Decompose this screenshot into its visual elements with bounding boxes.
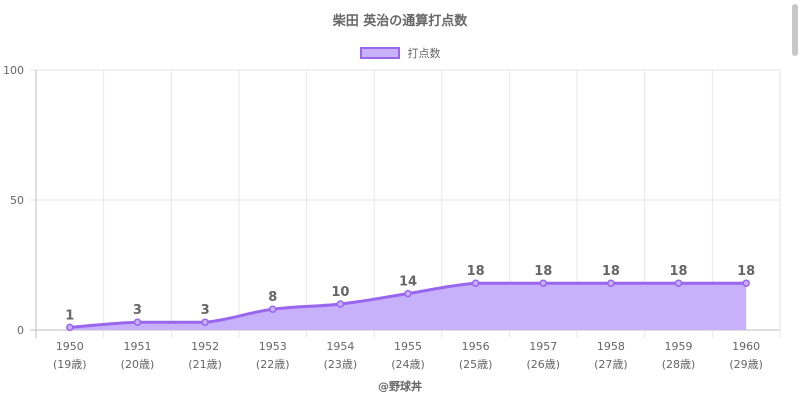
x-tick-label: 1958 bbox=[597, 340, 625, 353]
credit-label: @野球丼 bbox=[378, 380, 422, 393]
x-tick-label: 1959 bbox=[665, 340, 693, 353]
data-label: 1 bbox=[65, 308, 74, 323]
x-tick-label: 1954 bbox=[326, 340, 354, 353]
data-point bbox=[539, 279, 548, 287]
data-label: 3 bbox=[133, 303, 142, 318]
series-area bbox=[69, 283, 747, 330]
data-label: 18 bbox=[737, 264, 755, 279]
x-tick-sublabel: (26歳) bbox=[526, 358, 560, 371]
data-label: 10 bbox=[331, 285, 349, 300]
x-tick-sublabel: (27歳) bbox=[594, 358, 628, 371]
x-tick-label: 1952 bbox=[191, 340, 219, 353]
data-point bbox=[607, 279, 615, 287]
data-point bbox=[201, 318, 209, 326]
x-tick-label: 1951 bbox=[123, 340, 151, 353]
data-label: 3 bbox=[201, 303, 210, 318]
x-tick-label: 1953 bbox=[259, 340, 287, 353]
x-tick-sublabel: (25歳) bbox=[459, 358, 493, 371]
x-tick-sublabel: (28歳) bbox=[662, 358, 696, 371]
chart-title: 柴田 英治の通算打点数 bbox=[332, 14, 468, 29]
x-tick-sublabel: (23歳) bbox=[324, 358, 358, 371]
y-tick-label: 100 bbox=[3, 64, 24, 77]
data-point bbox=[336, 300, 345, 308]
data-point bbox=[674, 279, 683, 287]
y-tick-label: 50 bbox=[10, 194, 24, 207]
data-point bbox=[404, 289, 412, 298]
x-tick-label: 1950 bbox=[56, 340, 84, 353]
x-tick-label: 1957 bbox=[529, 340, 557, 353]
data-label: 18 bbox=[467, 264, 485, 279]
x-tick-sublabel: (21歳) bbox=[188, 358, 222, 371]
data-label: 14 bbox=[399, 275, 417, 290]
data-label: 18 bbox=[669, 264, 687, 279]
y-tick-label: 0 bbox=[17, 324, 24, 337]
x-tick-sublabel: (22歳) bbox=[256, 358, 290, 371]
scrollbar[interactable] bbox=[792, 4, 798, 56]
data-point bbox=[133, 318, 142, 326]
x-tick-sublabel: (20歳) bbox=[121, 358, 155, 371]
x-tick-label: 1955 bbox=[394, 340, 422, 353]
x-tick-label: 1956 bbox=[462, 340, 490, 353]
data-label: 18 bbox=[602, 264, 620, 279]
x-tick-sublabel: (24歳) bbox=[391, 358, 425, 371]
data-label: 8 bbox=[268, 290, 277, 305]
data-point bbox=[66, 323, 74, 332]
data-point bbox=[268, 305, 277, 313]
legend[interactable]: 打点数 bbox=[0, 45, 800, 61]
data-point bbox=[471, 279, 480, 287]
legend-label: 打点数 bbox=[407, 47, 441, 60]
x-tick-label: 1960 bbox=[732, 340, 760, 353]
x-tick-sublabel: (29歳) bbox=[729, 358, 763, 371]
x-tick-sublabel: (19歳) bbox=[53, 358, 87, 371]
data-label: 18 bbox=[534, 264, 552, 279]
data-point bbox=[742, 279, 750, 287]
legend-swatch bbox=[359, 47, 400, 59]
